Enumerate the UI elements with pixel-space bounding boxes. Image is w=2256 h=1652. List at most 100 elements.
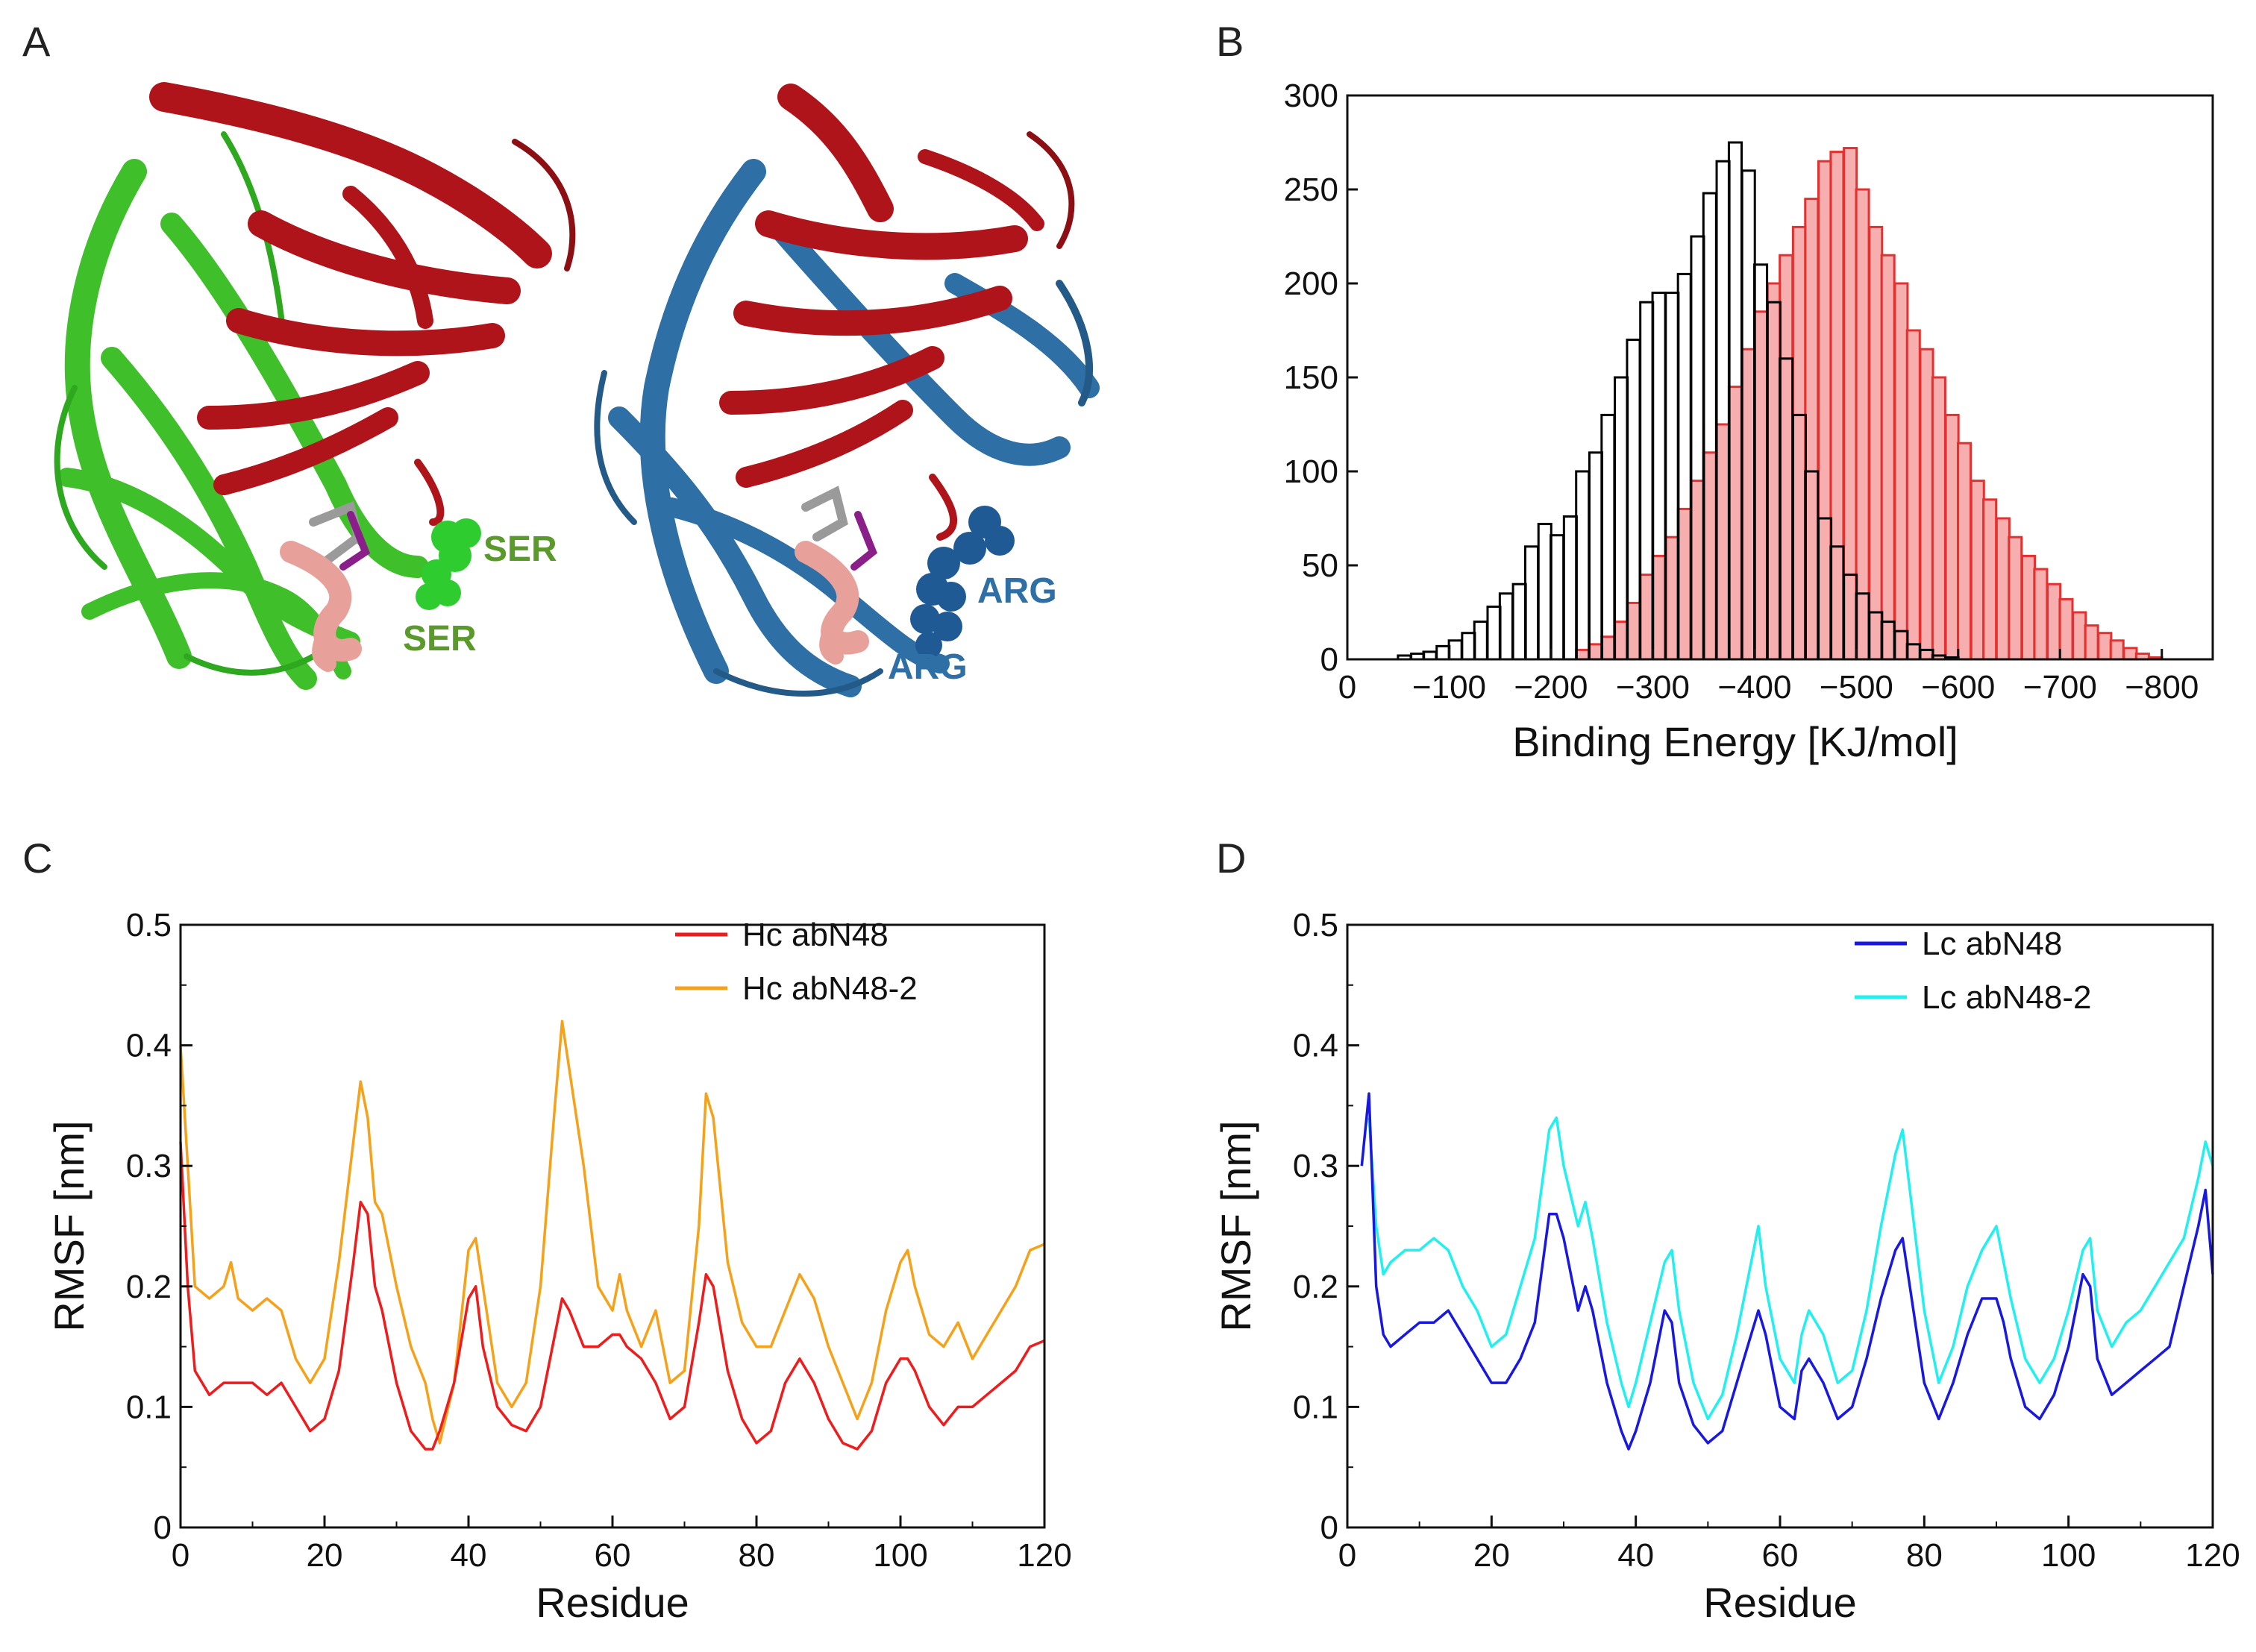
- x-tick-label: 20: [307, 1537, 343, 1574]
- histogram-bar: [1690, 480, 1705, 661]
- ser-spheres: [416, 518, 481, 610]
- y-tick-label: 0.2: [1293, 1269, 1338, 1305]
- histogram-bar: [1740, 348, 1756, 661]
- histogram-bar: [2109, 639, 2125, 661]
- x-tick-label: 120: [1017, 1537, 1071, 1574]
- y-tick-label: 0.1: [126, 1389, 172, 1425]
- x-tick-label: 80: [1906, 1537, 1943, 1574]
- histogram-bar: [2084, 624, 2099, 661]
- ligand-left: [280, 500, 371, 672]
- histogram-bar: [1435, 644, 1451, 661]
- histogram-bar: [1614, 621, 1629, 661]
- histogram-bar: [1702, 451, 1717, 661]
- y-tick-label: 50: [1302, 547, 1338, 584]
- y-tick-label: 0.1: [1293, 1389, 1338, 1425]
- histogram-bar: [1995, 517, 2011, 661]
- rmsf-light-chain-chart: 0 20 40 60 80 100 120 0 0.1 0.2 0.3 0.4 0.5 Residue RM…: [1212, 907, 2240, 1626]
- x-tick-label: −700: [2023, 669, 2097, 706]
- histogram-bar: [1588, 451, 1604, 661]
- x-tick-label: −300: [1616, 669, 1690, 706]
- x-tick-label: −800: [2125, 669, 2199, 706]
- histogram-bar: [1982, 498, 1998, 661]
- structure-left: SER SER: [54, 82, 576, 690]
- heavy-chain-right: [719, 84, 1075, 541]
- histogram-bar: [2033, 568, 2049, 661]
- histogram-bar: [2122, 647, 2138, 661]
- histogram-bar: [2072, 611, 2087, 661]
- histogram-bar: [1804, 198, 1820, 661]
- ser-label-1: SER: [483, 530, 557, 569]
- y-tick-label: 100: [1284, 453, 1338, 490]
- histogram-bar: [2020, 554, 2037, 661]
- histogram-bar: [1880, 254, 1896, 661]
- y-tick-label: 0: [1320, 641, 1338, 678]
- histogram-bar: [1905, 329, 1921, 661]
- x-tick-label: −100: [1412, 669, 1486, 706]
- histogram-bar: [1970, 480, 1985, 661]
- y-tick-label: 0.5: [1293, 907, 1338, 943]
- histogram-bar: [2097, 632, 2113, 661]
- histogram-bar: [1829, 151, 1845, 661]
- x-tick-label: −500: [1820, 669, 1893, 706]
- y-tick-label: 0.5: [126, 907, 172, 943]
- histogram-bar: [1588, 643, 1604, 661]
- x-tick-label: 60: [595, 1537, 631, 1574]
- legend-label: Hc abN48: [742, 917, 889, 953]
- arg-spheres: [910, 506, 1015, 659]
- x-tick-label: 0: [1338, 669, 1356, 706]
- structure-right: ARG ARG: [594, 84, 1100, 697]
- histogram-bar: [1931, 376, 1946, 661]
- histogram-bar: [2046, 582, 2062, 661]
- y-tick-label: 0.3: [1293, 1148, 1338, 1184]
- series-line: [1367, 1116, 2214, 1421]
- x-axis-label: Residue: [1703, 1579, 1856, 1626]
- x-tick-label: 40: [451, 1537, 487, 1574]
- histogram-bar: [1626, 601, 1641, 661]
- histogram-bar: [1855, 188, 1870, 661]
- x-tick-label: −400: [1717, 669, 1791, 706]
- ligand-right: [795, 486, 878, 665]
- y-tick-label: 0.2: [126, 1269, 172, 1305]
- histogram-bar: [1676, 507, 1692, 661]
- x-tick-label: 100: [873, 1537, 927, 1574]
- histogram-bar: [1956, 442, 1973, 661]
- ser-label-2: SER: [403, 619, 477, 659]
- x-tick-label: −200: [1514, 669, 1588, 706]
- x-tick-label: 20: [1473, 1537, 1510, 1574]
- panel-b-label: B: [1216, 18, 1244, 65]
- x-tick-label: 0: [172, 1537, 189, 1574]
- x-tick-label: 80: [739, 1537, 775, 1574]
- x-axis-label: Binding Energy [KJ/mol]: [1512, 718, 1958, 765]
- histogram-bar: [1843, 147, 1858, 661]
- x-axis-label: Residue: [536, 1579, 689, 1626]
- y-tick-label: 0: [1320, 1510, 1338, 1546]
- plot-frame: [179, 923, 1046, 1529]
- histogram-bar: [1651, 554, 1667, 661]
- histogram-bar: [1511, 582, 1527, 661]
- y-tick-label: 300: [1284, 78, 1338, 114]
- heavy-chain-left: [149, 82, 576, 526]
- histogram-bar: [1575, 648, 1591, 661]
- histogram-bar: [1473, 621, 1488, 661]
- light-chain-left: [54, 131, 429, 690]
- histogram-bar: [1461, 632, 1476, 661]
- histogram-bar: [1447, 639, 1463, 661]
- histogram-bar: [1817, 160, 1833, 661]
- x-tick-label: 100: [2041, 1537, 2096, 1574]
- legend-label: Hc abN48-2: [742, 970, 918, 1007]
- y-tick-label: 0.4: [126, 1028, 172, 1064]
- x-tick-label: 0: [1338, 1537, 1356, 1574]
- y-tick-label: 250: [1284, 172, 1338, 208]
- histogram-bar: [1614, 376, 1629, 661]
- histogram-bar: [1537, 523, 1552, 661]
- histogram-bar: [1791, 225, 1807, 661]
- histogram-bar: [1498, 592, 1514, 661]
- histogram-bar: [1753, 310, 1769, 661]
- histogram-bar: [1600, 413, 1616, 661]
- histogram-bar: [1919, 348, 1934, 661]
- histogram-bar: [1766, 282, 1782, 661]
- histogram-bar: [1893, 282, 1909, 661]
- histogram-bar: [1868, 225, 1884, 661]
- histogram-bar: [1600, 635, 1616, 661]
- histogram-bar: [1486, 605, 1502, 661]
